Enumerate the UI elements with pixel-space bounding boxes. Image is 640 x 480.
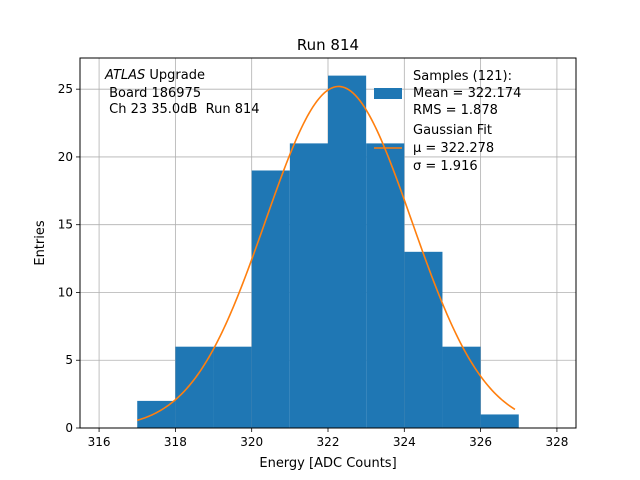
legend: Samples (121): Mean = 322.174 RMS = 1.87… (374, 69, 521, 174)
annotation-board: Board 186975 (105, 86, 201, 101)
legend-fit-line-3: σ = 1.916 (413, 159, 478, 174)
x-tick-label: 316 (88, 435, 111, 449)
annotation-atlas: ATLAS (104, 68, 145, 83)
y-tick-label: 5 (65, 353, 73, 367)
histogram-bar (328, 75, 367, 428)
x-tick-label: 324 (393, 435, 416, 449)
legend-samples-swatch (374, 88, 402, 99)
y-tick-label: 25 (58, 82, 73, 96)
annotation-upgrade: Upgrade (145, 68, 205, 83)
legend-samples-line-2: Mean = 322.174 (413, 86, 521, 101)
y-tick-label: 0 (65, 421, 73, 435)
histogram-bar (480, 414, 519, 428)
y-axis-ticks: 0 5 10 15 20 25 (58, 82, 80, 435)
y-tick-label: 15 (58, 218, 73, 232)
legend-samples-line-1: Samples (121): (413, 69, 512, 84)
histogram-bar (404, 251, 443, 428)
histogram-bars (137, 75, 519, 428)
histogram-bar (289, 143, 328, 428)
histogram-bar (213, 346, 252, 428)
x-tick-label: 318 (164, 435, 187, 449)
x-axis-label: Energy [ADC Counts] (259, 456, 396, 471)
svg-text:ATLAS Upgrade: ATLAS Upgrade (104, 68, 205, 83)
gaussian-fit-curve (137, 85, 516, 422)
x-tick-label: 322 (317, 435, 340, 449)
x-axis-ticks: 316 318 320 322 324 326 328 (88, 428, 568, 449)
chart-title: Run 814 (297, 36, 359, 54)
y-tick-label: 20 (58, 150, 73, 164)
legend-samples-line-3: RMS = 1.878 (413, 103, 498, 118)
legend-fit-line-1: Gaussian Fit (413, 123, 492, 138)
histogram-bar (442, 346, 481, 428)
x-tick-label: 320 (240, 435, 263, 449)
annotation-channel: Ch 23 35.0dB Run 814 (105, 102, 260, 117)
histogram-bar (366, 143, 405, 428)
y-axis-label: Entries (33, 220, 48, 266)
run-annotation: ATLAS Upgrade Board 186975 Ch 23 35.0dB … (104, 68, 260, 117)
histogram-bar (251, 170, 290, 428)
legend-fit-line-2: μ = 322.278 (413, 141, 494, 156)
x-tick-label: 326 (469, 435, 492, 449)
x-tick-label: 328 (545, 435, 568, 449)
y-tick-label: 10 (58, 285, 73, 299)
